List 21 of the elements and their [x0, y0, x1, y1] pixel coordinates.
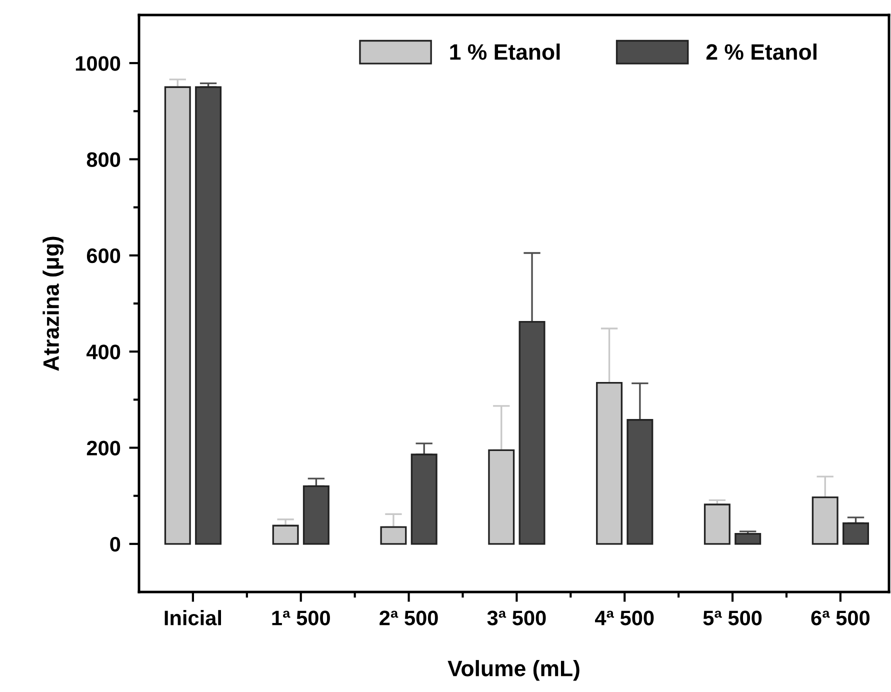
x-tick-label: Inicial	[164, 610, 222, 626]
legend-label: 1 % Etanol	[450, 44, 560, 60]
y-tick-label: 800	[86, 152, 120, 168]
y-tick-label: 200	[86, 440, 120, 456]
x-tick-label: 2ª 500	[380, 610, 438, 626]
bar	[842, 522, 870, 545]
x-tick-label: 6ª 500	[811, 610, 870, 626]
y-tick-label: 1000	[76, 56, 120, 71]
x-tick-label: 3ª 500	[487, 610, 546, 626]
y-tick-label: 600	[86, 248, 120, 264]
y-tick-label: 0	[110, 536, 120, 552]
bar	[704, 504, 730, 545]
y-tick-label: 400	[86, 344, 120, 360]
bar	[195, 86, 222, 545]
x-axis-title: Volume (mL)	[448, 660, 580, 681]
bar	[734, 532, 762, 545]
x-tick-label: 4ª 500	[595, 610, 654, 626]
x-tick-label: 5ª 500	[703, 610, 762, 626]
x-tick-label: 1ª 500	[272, 610, 330, 626]
y-axis-title: Atrazina (μg)	[42, 236, 64, 371]
legend-label: 2 % Etanol	[706, 44, 816, 60]
